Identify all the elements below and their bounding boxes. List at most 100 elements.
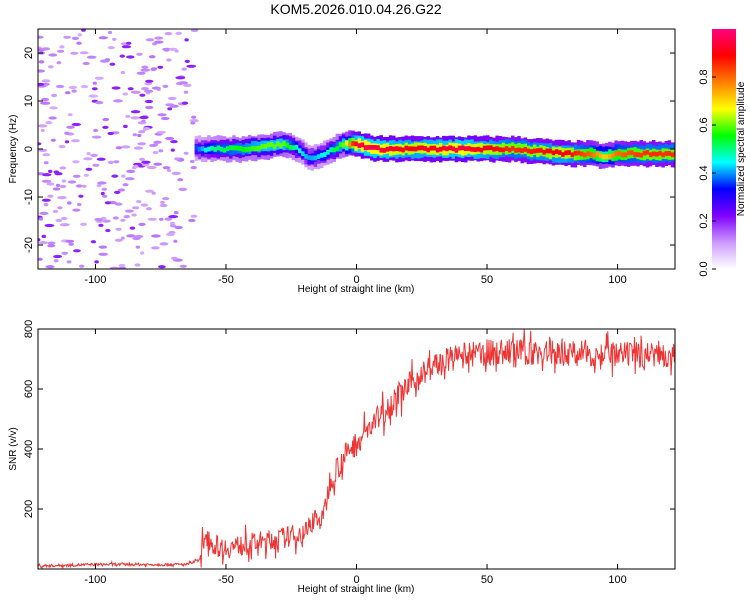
noise-speckle [181,67,187,71]
noise-speckle [85,167,93,171]
ridge-cell [207,146,211,152]
ridge-cell [379,147,383,153]
ridge-cell [235,145,239,151]
noise-speckle [38,238,41,242]
spectrogram-y-label: Frequency (Hz) [8,115,19,184]
ridge-cell [410,146,415,152]
noise-speckle [80,222,87,226]
noise-speckle [79,264,85,268]
noise-speckle [153,162,163,166]
noise-speckle [43,203,49,207]
x-tick-label: 50 [481,274,493,286]
noise-speckle [144,82,152,86]
noise-speckle [98,245,108,249]
noise-speckle [162,166,171,170]
ridge-cell [517,147,521,153]
ridge-cell [595,151,600,157]
noise-speckle [146,165,157,170]
noise-speckle [138,130,146,134]
ridge-cell [479,147,484,153]
noise-speckle [139,115,149,120]
noise-speckle [82,61,90,66]
noise-speckle [117,188,125,192]
noise-speckle [153,140,162,144]
noise-speckle [102,125,109,129]
ridge-cell [514,147,518,153]
noise-speckle [156,130,166,134]
ridge-cell [464,146,468,152]
noise-speckle [94,260,99,264]
ridge-cell [285,142,289,148]
ridge-cell [241,147,246,152]
noise-speckle [47,194,54,198]
x-tick-label: 100 [608,574,626,586]
ridge-cell [554,149,559,154]
x-tick-label: 0 [353,274,359,286]
noise-speckle [126,169,136,173]
ridge-cell [576,150,581,156]
noise-speckle [41,97,50,102]
noise-speckle [169,224,177,228]
noise-speckle [41,198,51,202]
noise-speckle [41,234,47,238]
noise-speckle [38,148,48,152]
noise-speckle [53,254,63,259]
noise-speckle [53,170,60,174]
colorbar-ticks: 0.0 0.2 0.4 0.6 0.8 [698,69,716,277]
chart-title: KOM5.2026.010.04.26.G22 [270,1,441,17]
x-tick-label: -50 [218,274,234,286]
noise-speckle [112,216,119,220]
noise-speckle [120,236,125,240]
ridge-cell [294,144,299,150]
noise-speckle [183,151,189,155]
noise-speckle [121,45,132,49]
ridge-cell [432,145,437,151]
noise-speckle [113,99,123,103]
noise-speckle [130,90,141,94]
ridge-cell [620,152,625,158]
noise-speckle [64,140,70,144]
ridge-cell [332,147,336,153]
x-tick-label: -100 [84,574,106,586]
ridge-cell [633,152,637,157]
ridge-cell [354,141,358,147]
noise-speckle [121,145,131,149]
noise-speckle [76,41,82,45]
y-tick-label: -10 [23,189,35,205]
ridge-cell [313,155,318,161]
colorbar-label: Normalized spectral amplitude [736,81,747,216]
ridge-cell [304,154,308,159]
noise-speckle [66,125,75,129]
noise-speckle [165,136,175,141]
ridge-cell [589,152,593,157]
ridge-cell [670,152,675,158]
ridge-cell [376,145,380,151]
ridge-cell [545,148,549,154]
noise-speckle [165,103,175,107]
ridge-cell [592,152,596,158]
ridge-cell [382,147,387,153]
snr-y-label: SNR (v/v) [8,427,19,470]
noise-speckle [118,266,127,269]
noise-speckle [151,67,158,71]
noise-speckle [83,157,93,161]
ridge-cell [448,145,452,151]
noise-speckle [134,263,141,267]
ridge-cell [586,151,590,156]
noise-speckle [133,146,144,150]
ridge-cell [279,143,283,149]
noise-speckle [118,263,126,268]
noise-speckle [57,196,67,200]
noise-speckle [152,150,159,155]
noise-speckle [154,40,164,44]
ridge-cell [451,146,455,152]
noise-speckle [174,225,183,230]
ridge-cell [385,146,390,152]
ridge-cell [583,152,587,158]
noise-speckle [111,86,121,90]
noise-speckle [57,49,65,53]
noise-speckle [140,203,149,207]
ridge-cell [395,146,399,152]
x-tick-label: 0 [353,574,359,586]
